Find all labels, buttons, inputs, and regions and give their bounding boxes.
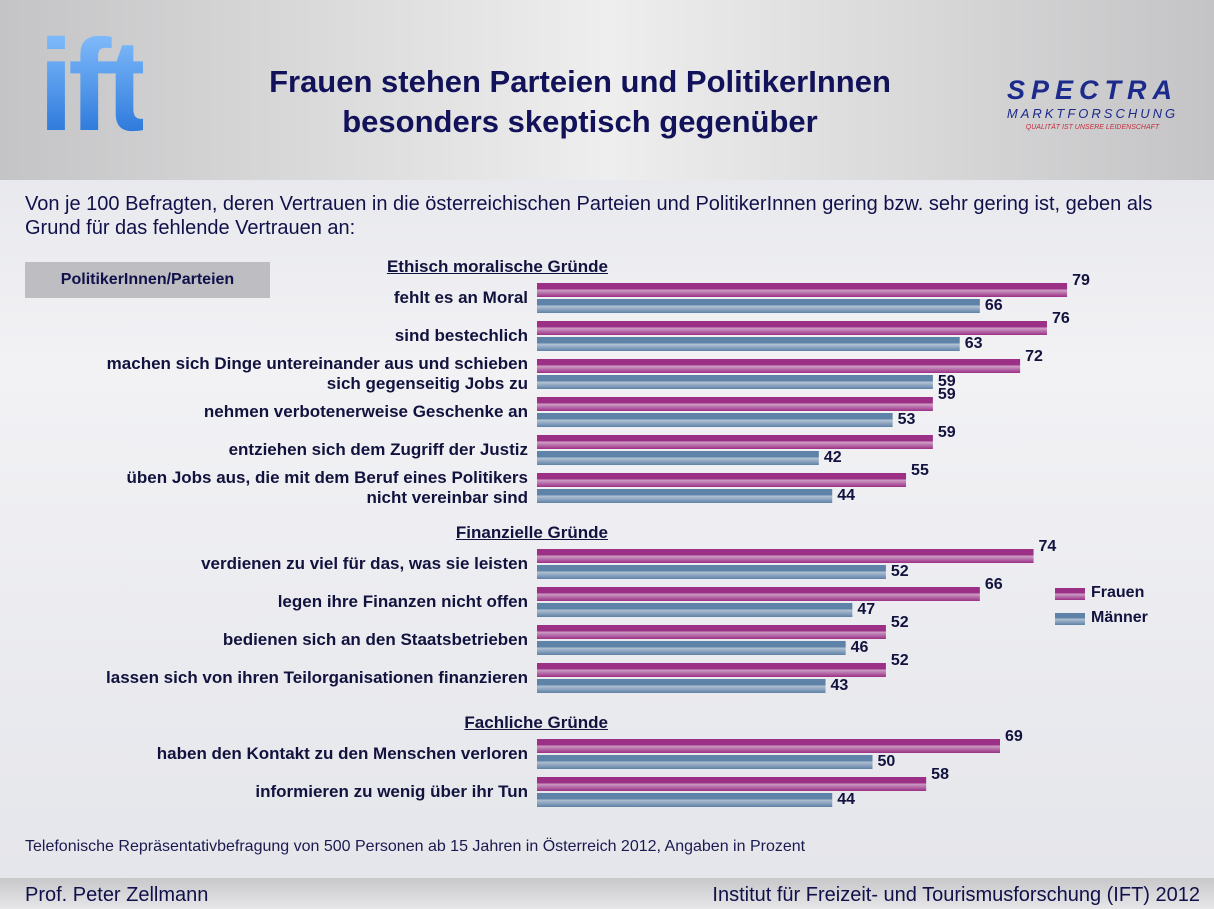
value-label: 52 bbox=[890, 563, 909, 580]
bar bbox=[537, 793, 833, 807]
value-label: 46 bbox=[850, 639, 869, 656]
brand: SPECTRA bbox=[1006, 75, 1178, 105]
footer-left: Prof. Peter Zellmann bbox=[25, 884, 209, 906]
logo: ift bbox=[38, 12, 149, 158]
value-label: 50 bbox=[877, 753, 896, 770]
title: Frauen stehen Parteien und PolitikerInne… bbox=[269, 64, 891, 139]
value-label: 63 bbox=[964, 335, 983, 352]
footer-band bbox=[0, 878, 1214, 909]
bar bbox=[537, 397, 933, 411]
category-label: machen sich Dinge untereinander aus und … bbox=[106, 354, 528, 393]
legend-label: Männer bbox=[1091, 609, 1148, 626]
category-label: sind bestechlich bbox=[394, 326, 528, 345]
value-label: 72 bbox=[1025, 348, 1043, 365]
panel-label: PolitikerInnen/Parteien bbox=[25, 262, 270, 298]
value-label: 43 bbox=[830, 677, 849, 694]
value-label: 74 bbox=[1038, 538, 1057, 555]
group-label: Finanzielle Gründe bbox=[455, 523, 608, 542]
footer-right: Institut für Freizeit- und Tourismusfors… bbox=[712, 884, 1200, 906]
legend-swatch bbox=[1055, 588, 1085, 600]
bar bbox=[537, 587, 980, 601]
bar bbox=[537, 283, 1068, 297]
bar bbox=[537, 359, 1021, 373]
bar bbox=[537, 435, 933, 449]
bar bbox=[537, 413, 893, 427]
bar bbox=[537, 603, 853, 617]
value-label: 59 bbox=[937, 386, 956, 403]
group-label: Fachliche Gründe bbox=[464, 713, 608, 732]
brand-sub: MARKTFORSCHUNG bbox=[1006, 106, 1179, 121]
bar bbox=[537, 739, 1000, 753]
legend-swatch bbox=[1055, 613, 1085, 625]
bar bbox=[537, 663, 886, 677]
bar bbox=[537, 679, 826, 693]
bar bbox=[537, 473, 907, 487]
value-label: 76 bbox=[1051, 310, 1070, 327]
group-label: Ethisch moralische Gründe bbox=[386, 257, 608, 276]
category-label: bedienen sich an den Staatsbetrieben bbox=[222, 630, 528, 649]
header-band bbox=[0, 0, 1214, 180]
value-label: 79 bbox=[1072, 272, 1090, 289]
category-label: informieren zu wenig über ihr Tun bbox=[255, 782, 528, 801]
bar bbox=[537, 299, 980, 313]
value-label: 42 bbox=[823, 449, 842, 466]
category-label: haben den Kontakt zu den Menschen verlor… bbox=[156, 744, 528, 763]
bar bbox=[537, 565, 886, 579]
value-label: 44 bbox=[837, 791, 856, 808]
value-label: 52 bbox=[890, 652, 909, 669]
value-label: 66 bbox=[984, 297, 1003, 314]
value-label: 66 bbox=[984, 576, 1003, 593]
category-label: üben Jobs aus, die mit dem Beruf eines P… bbox=[126, 468, 528, 507]
category-label: lassen sich von ihren Teilorganisationen… bbox=[106, 668, 528, 687]
category-label: fehlt es an Moral bbox=[393, 288, 528, 307]
value-label: 59 bbox=[937, 424, 956, 441]
brand-tagline: QUALITÄT IST UNSERE LEIDENSCHAFT bbox=[1025, 124, 1160, 131]
subtitle: Von je 100 Befragten, deren Vertrauen in… bbox=[25, 193, 1153, 239]
bar bbox=[537, 777, 927, 791]
bar bbox=[537, 755, 873, 769]
bar bbox=[537, 337, 960, 351]
value-label: 44 bbox=[837, 487, 856, 504]
category-label: legen ihre Finanzen nicht offen bbox=[277, 592, 528, 611]
category-label: verdienen zu viel für das, was sie leist… bbox=[201, 554, 528, 573]
category-label: entziehen sich dem Zugriff der Justiz bbox=[228, 440, 528, 459]
value-label: 69 bbox=[1004, 728, 1023, 745]
value-label: 58 bbox=[931, 766, 949, 783]
value-label: 53 bbox=[897, 411, 916, 428]
bar bbox=[537, 625, 886, 639]
bar bbox=[537, 641, 846, 655]
value-label: 52 bbox=[890, 614, 909, 631]
value-label: 47 bbox=[857, 601, 876, 618]
bar bbox=[537, 549, 1034, 563]
note: Telefonische Repräsentativbefragung von … bbox=[25, 838, 806, 855]
bar bbox=[537, 489, 833, 503]
bar bbox=[537, 321, 1047, 335]
bar bbox=[537, 451, 819, 465]
legend-label: Frauen bbox=[1091, 584, 1145, 601]
category-label: nehmen verbotenerweise Geschenke an bbox=[203, 402, 528, 421]
bar bbox=[537, 375, 933, 389]
value-label: 59 bbox=[937, 373, 956, 390]
value-label: 55 bbox=[911, 462, 929, 479]
